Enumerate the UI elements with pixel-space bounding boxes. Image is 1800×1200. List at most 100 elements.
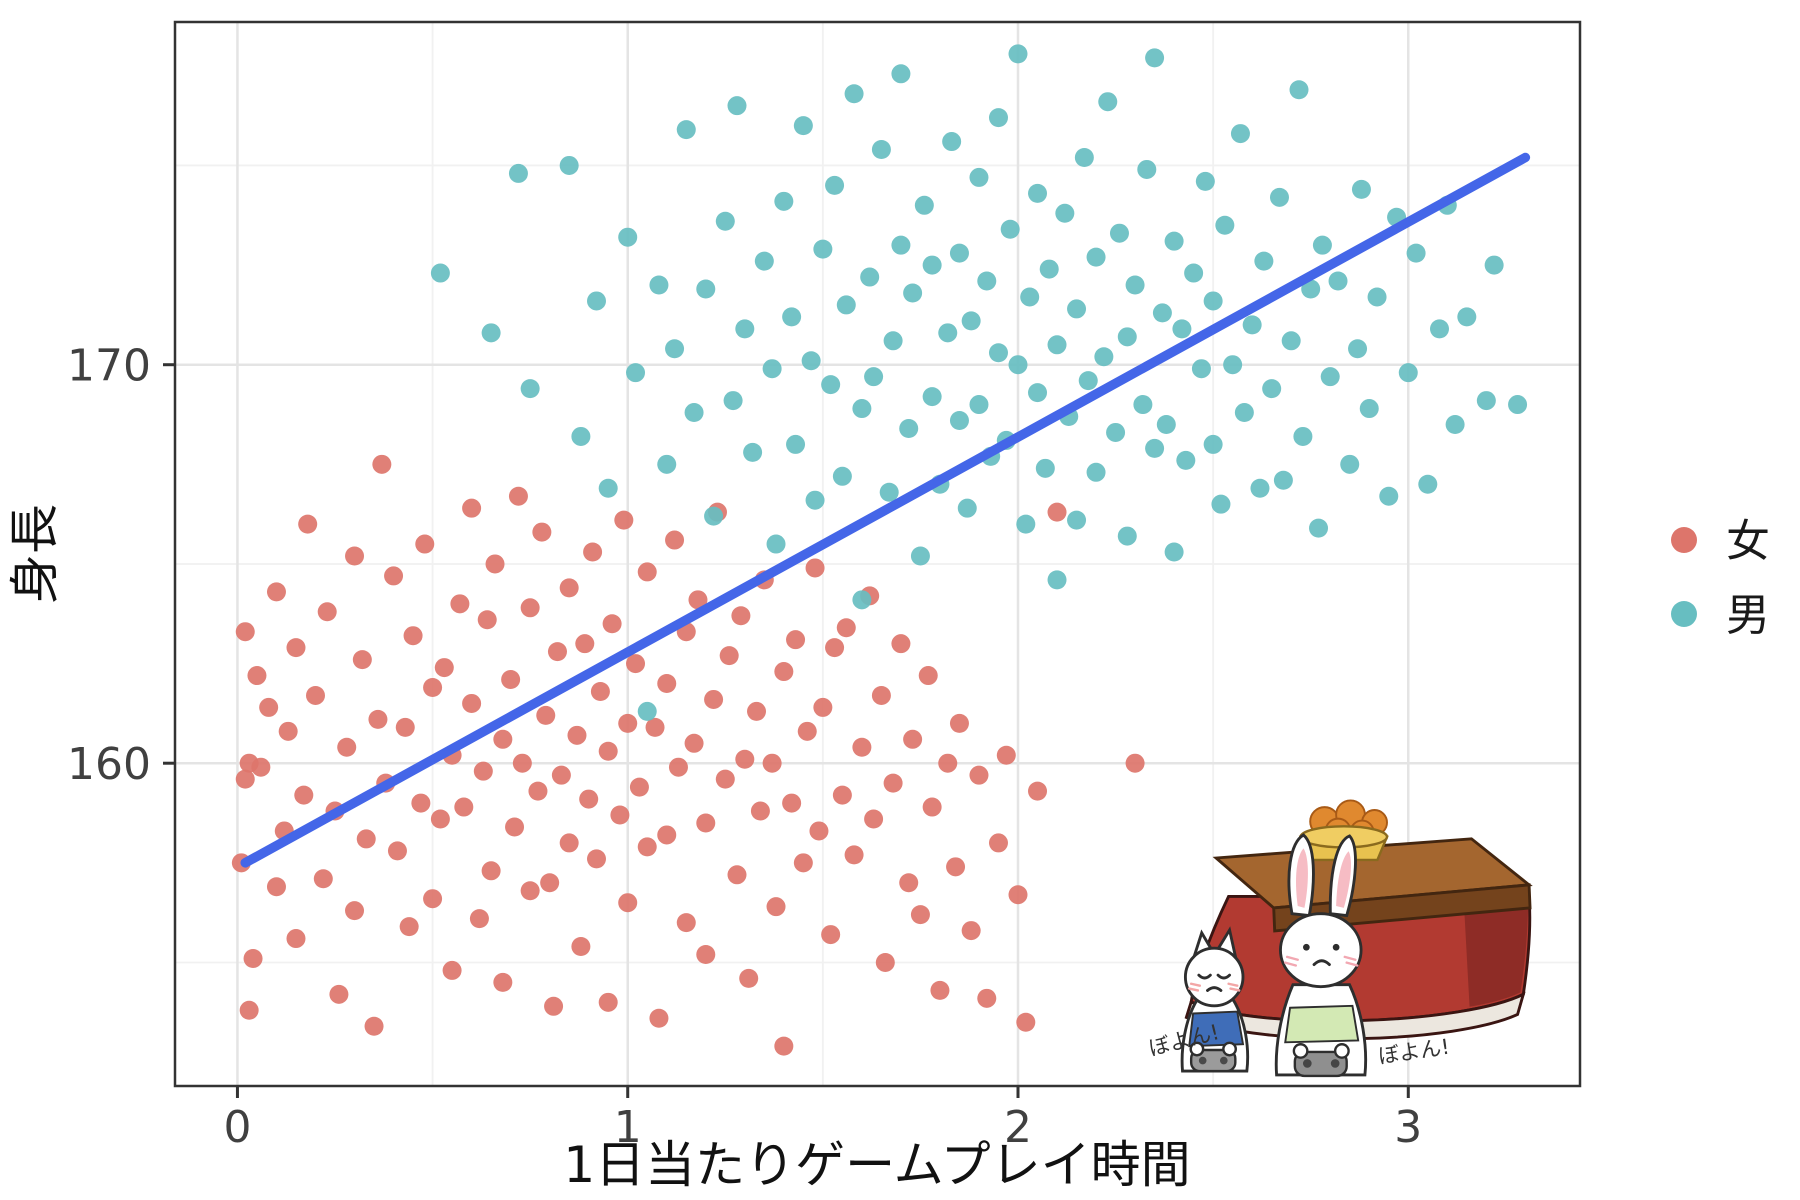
data-point: [454, 797, 474, 817]
data-point: [844, 84, 864, 104]
data-point: [395, 717, 415, 737]
data-point: [696, 944, 716, 964]
data-point: [805, 490, 825, 510]
data-point: [914, 195, 934, 215]
data-point: [715, 211, 735, 231]
data-point: [657, 454, 677, 474]
legend-label: 男: [1726, 590, 1770, 641]
data-point: [384, 566, 404, 586]
series-男: [430, 44, 1528, 721]
data-point: [852, 399, 872, 419]
data-point: [805, 558, 825, 578]
data-point: [508, 163, 528, 183]
data-point: [520, 598, 540, 618]
data-point: [1047, 570, 1067, 590]
data-point: [372, 454, 392, 474]
data-point: [559, 155, 579, 175]
data-point: [1117, 526, 1137, 546]
data-point: [883, 773, 903, 793]
data-point: [727, 865, 747, 885]
data-point: [715, 769, 735, 789]
data-point: [766, 897, 786, 917]
data-point: [1191, 359, 1211, 379]
data-point: [462, 693, 482, 713]
data-point: [528, 781, 548, 801]
data-point: [1028, 383, 1048, 403]
data-point: [239, 1000, 259, 1020]
data-point: [988, 343, 1008, 363]
x-tick-label: 2: [1004, 1102, 1032, 1153]
data-point: [801, 351, 821, 371]
data-point: [551, 765, 571, 785]
data-point: [813, 697, 833, 717]
data-point: [825, 175, 845, 195]
data-point: [501, 670, 521, 690]
data-point: [942, 132, 962, 152]
data-point: [536, 705, 556, 725]
data-point: [598, 478, 618, 498]
data-point: [676, 120, 696, 140]
data-point: [723, 391, 743, 411]
data-point: [571, 426, 591, 446]
data-point: [317, 602, 337, 622]
data-point: [1262, 379, 1282, 399]
data-point: [411, 793, 431, 813]
data-point: [797, 721, 817, 741]
data-point: [782, 307, 802, 327]
data-point: [957, 498, 977, 518]
data-point: [899, 873, 919, 893]
data-point: [337, 737, 357, 757]
data-point: [1094, 347, 1114, 367]
data-point: [618, 893, 638, 913]
data-point: [423, 889, 443, 909]
data-point: [508, 486, 528, 506]
data-point: [590, 681, 610, 701]
data-point: [774, 191, 794, 211]
data-point: [1418, 474, 1438, 494]
data-point: [637, 701, 657, 721]
data-point: [938, 753, 958, 773]
data-point: [278, 721, 298, 741]
data-point: [1000, 219, 1020, 239]
data-point: [719, 646, 739, 666]
data-point: [883, 331, 903, 351]
data-point: [532, 522, 552, 542]
data-point: [977, 988, 997, 1008]
data-point: [430, 809, 450, 829]
data-point: [430, 263, 450, 283]
data-point: [1484, 255, 1504, 275]
data-point: [1008, 355, 1028, 375]
data-point: [1445, 414, 1465, 434]
data-point: [1351, 179, 1371, 199]
data-point: [567, 725, 587, 745]
data-point: [891, 235, 911, 255]
data-point: [696, 279, 716, 299]
data-point: [313, 869, 333, 889]
data-point: [665, 339, 685, 359]
legend-dot: [1671, 527, 1697, 553]
data-point: [903, 729, 923, 749]
data-point: [637, 562, 657, 582]
data-point: [298, 514, 318, 534]
data-point: [793, 853, 813, 873]
data-point: [1301, 279, 1321, 299]
data-point: [988, 108, 1008, 128]
data-point: [969, 167, 989, 187]
data-point: [910, 905, 930, 925]
data-point: [618, 227, 638, 247]
data-point: [575, 634, 595, 654]
data-point: [774, 1036, 794, 1056]
data-point: [969, 765, 989, 785]
rabbit-icon: [1274, 833, 1368, 1078]
data-point: [1098, 92, 1118, 112]
data-point: [821, 925, 841, 945]
data-point: [961, 311, 981, 331]
data-point: [871, 140, 891, 160]
data-point: [266, 582, 286, 602]
data-point: [1078, 371, 1098, 391]
data-point: [704, 689, 724, 709]
data-point: [809, 821, 829, 841]
data-point: [1328, 271, 1348, 291]
data-point: [1008, 44, 1028, 64]
